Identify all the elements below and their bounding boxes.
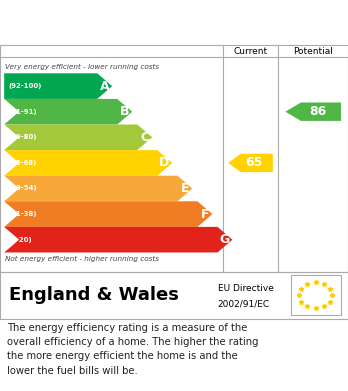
Text: (92-100): (92-100) <box>8 83 42 89</box>
Polygon shape <box>4 201 212 227</box>
Text: F: F <box>201 208 209 221</box>
Polygon shape <box>4 176 192 201</box>
Text: (81-91): (81-91) <box>8 109 37 115</box>
Polygon shape <box>4 227 232 253</box>
Text: Not energy efficient - higher running costs: Not energy efficient - higher running co… <box>5 256 159 262</box>
Text: Very energy efficient - lower running costs: Very energy efficient - lower running co… <box>5 63 159 70</box>
Text: EU Directive: EU Directive <box>218 283 274 293</box>
Text: 86: 86 <box>309 105 326 118</box>
Text: 2002/91/EC: 2002/91/EC <box>218 299 270 308</box>
Text: (69-80): (69-80) <box>8 134 37 140</box>
Polygon shape <box>285 102 341 121</box>
Text: Potential: Potential <box>293 47 333 56</box>
Text: (39-54): (39-54) <box>8 185 37 192</box>
Text: England & Wales: England & Wales <box>9 286 179 304</box>
Text: B: B <box>120 105 129 118</box>
Text: G: G <box>219 233 230 246</box>
Polygon shape <box>4 124 152 150</box>
Polygon shape <box>228 154 273 172</box>
Text: A: A <box>100 80 109 93</box>
Text: D: D <box>159 156 169 169</box>
Polygon shape <box>4 150 172 176</box>
Text: Energy Efficiency Rating: Energy Efficiency Rating <box>9 17 219 32</box>
Text: Current: Current <box>234 47 268 56</box>
Text: 65: 65 <box>245 156 263 169</box>
Text: E: E <box>181 182 190 195</box>
Polygon shape <box>4 99 132 124</box>
Text: (55-68): (55-68) <box>8 160 37 166</box>
Text: C: C <box>140 131 149 144</box>
Text: (21-38): (21-38) <box>8 211 37 217</box>
Text: The energy efficiency rating is a measure of the
overall efficiency of a home. T: The energy efficiency rating is a measur… <box>7 323 259 376</box>
Polygon shape <box>4 73 112 99</box>
Text: (1-20): (1-20) <box>8 237 32 243</box>
